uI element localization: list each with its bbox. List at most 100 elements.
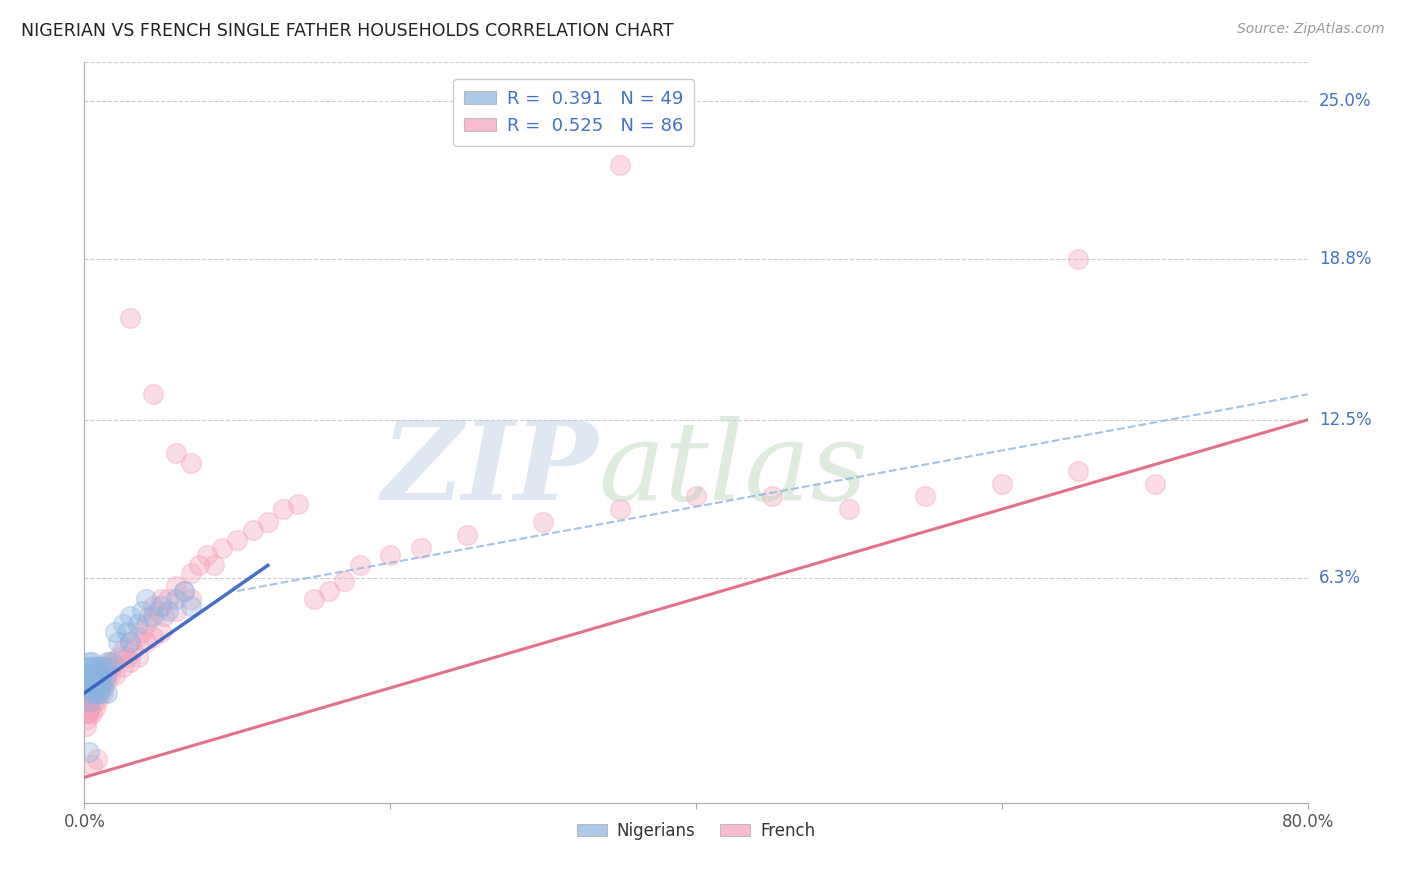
- Point: [157, 604, 180, 618]
- Point: [91, 681, 114, 695]
- Point: [104, 624, 127, 639]
- Text: 6.3%: 6.3%: [1319, 569, 1361, 587]
- Point: [86, 675, 108, 690]
- Point: [104, 656, 127, 670]
- Point: [165, 579, 187, 593]
- Text: atlas: atlas: [598, 416, 868, 524]
- Point: [83, 660, 105, 674]
- Point: [149, 624, 172, 639]
- Point: [838, 502, 860, 516]
- Point: [107, 650, 129, 665]
- Point: [77, 745, 100, 759]
- Point: [91, 686, 114, 700]
- Point: [83, 686, 105, 700]
- Point: [77, 686, 100, 700]
- Point: [80, 668, 103, 682]
- Point: [149, 599, 172, 614]
- Point: [127, 617, 149, 632]
- Point: [80, 757, 103, 772]
- Point: [120, 635, 142, 649]
- Point: [146, 604, 169, 618]
- Point: [165, 591, 187, 606]
- Point: [120, 310, 142, 325]
- Point: [242, 523, 264, 537]
- Point: [180, 566, 202, 580]
- Point: [115, 650, 138, 665]
- Point: [180, 599, 202, 614]
- Point: [86, 694, 108, 708]
- Text: NIGERIAN VS FRENCH SINGLE FATHER HOUSEHOLDS CORRELATION CHART: NIGERIAN VS FRENCH SINGLE FATHER HOUSEHO…: [21, 22, 673, 40]
- Legend: Nigerians, French: Nigerians, French: [569, 815, 823, 847]
- Point: [211, 541, 233, 555]
- Point: [914, 490, 936, 504]
- Point: [131, 604, 153, 618]
- Point: [318, 583, 340, 598]
- Point: [89, 686, 111, 700]
- Point: [302, 591, 325, 606]
- Point: [83, 675, 105, 690]
- Point: [380, 548, 402, 562]
- Point: [86, 752, 108, 766]
- Point: [90, 675, 112, 690]
- Point: [93, 660, 115, 674]
- Point: [89, 668, 111, 682]
- Point: [93, 660, 115, 674]
- Point: [83, 694, 105, 708]
- Point: [609, 502, 631, 516]
- Point: [76, 660, 98, 674]
- Point: [79, 675, 101, 690]
- Point: [84, 701, 107, 715]
- Point: [101, 656, 124, 670]
- Point: [257, 515, 280, 529]
- Point: [86, 660, 108, 674]
- Point: [77, 706, 100, 721]
- Point: [96, 686, 118, 700]
- Point: [87, 668, 110, 682]
- Point: [685, 490, 707, 504]
- Point: [409, 541, 432, 555]
- Point: [101, 660, 124, 674]
- Point: [761, 490, 783, 504]
- Point: [75, 681, 97, 695]
- Point: [87, 681, 110, 695]
- Point: [79, 701, 101, 715]
- Point: [180, 456, 202, 470]
- Text: ZIP: ZIP: [381, 416, 598, 524]
- Point: [195, 548, 218, 562]
- Text: Source: ZipAtlas.com: Source: ZipAtlas.com: [1237, 22, 1385, 37]
- Point: [173, 583, 195, 598]
- Point: [96, 656, 118, 670]
- Point: [97, 656, 120, 670]
- Point: [87, 686, 110, 700]
- Point: [80, 686, 103, 700]
- Point: [138, 609, 160, 624]
- Point: [157, 591, 180, 606]
- Point: [333, 574, 356, 588]
- Point: [120, 609, 142, 624]
- Text: 25.0%: 25.0%: [1319, 92, 1371, 110]
- Point: [120, 635, 142, 649]
- Point: [127, 650, 149, 665]
- Point: [77, 668, 100, 682]
- Point: [80, 681, 103, 695]
- Point: [80, 656, 103, 670]
- Point: [111, 617, 134, 632]
- Point: [135, 591, 157, 606]
- Point: [127, 630, 149, 644]
- Point: [79, 694, 101, 708]
- Point: [531, 515, 554, 529]
- Point: [456, 527, 478, 541]
- Text: 12.5%: 12.5%: [1319, 411, 1371, 429]
- Point: [84, 668, 107, 682]
- Point: [153, 609, 176, 624]
- Point: [86, 681, 108, 695]
- Point: [107, 635, 129, 649]
- Point: [180, 591, 202, 606]
- Point: [287, 497, 309, 511]
- Point: [142, 609, 165, 624]
- Point: [349, 558, 371, 573]
- Text: 18.8%: 18.8%: [1319, 250, 1371, 268]
- Point: [142, 599, 165, 614]
- Point: [104, 668, 127, 682]
- Point: [271, 502, 294, 516]
